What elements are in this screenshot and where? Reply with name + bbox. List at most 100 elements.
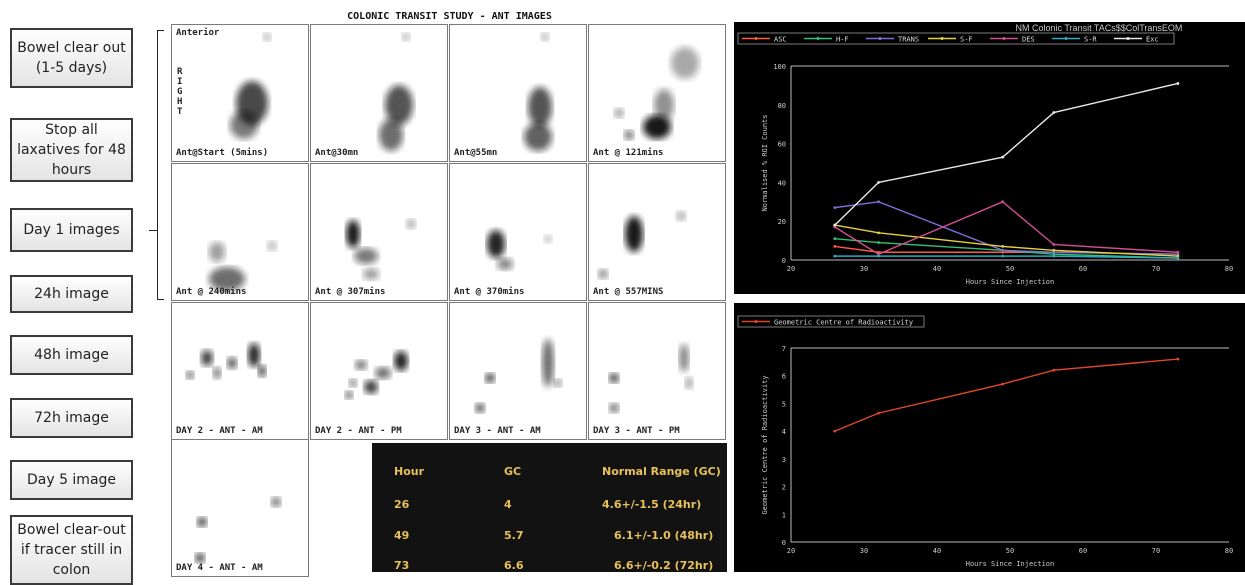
y-tick-label: 100	[773, 63, 786, 71]
legend-label: Exc	[1146, 36, 1159, 44]
tracer-uptake-spot	[487, 230, 505, 258]
gc-row-1-hour: 26	[394, 498, 410, 511]
y-tick-label: 0	[782, 539, 786, 547]
protocol-step: Bowel clear out (1-5 days)	[10, 28, 133, 88]
gc-row-2-gc: 5.7	[504, 529, 524, 542]
scan-image-caption: Ant @ 557MINS	[593, 287, 664, 297]
gc-row-2-hour: 49	[394, 529, 410, 542]
gc-table: Hour GC Normal Range (GC) 26 4 4.6+/-1.5…	[372, 443, 727, 572]
x-tick-label: 80	[1225, 547, 1233, 555]
y-tick-label: 2	[782, 484, 786, 492]
y-tick-label: 4	[782, 428, 786, 436]
tracer-uptake-spot	[258, 365, 266, 377]
data-point	[833, 245, 837, 248]
y-tick-label: 6	[782, 373, 786, 381]
right-side-label: RIGHT	[177, 67, 183, 117]
data-point	[877, 200, 880, 204]
legend-marker	[1126, 37, 1130, 40]
tracer-uptake-spot	[624, 130, 634, 140]
data-point	[1176, 254, 1180, 258]
tracer-uptake-spot	[363, 268, 379, 280]
anterior-label: Anterior	[176, 28, 220, 38]
data-point	[1052, 252, 1056, 256]
gc-row-3-gc: 6.6	[504, 559, 524, 572]
series-line-geometric-centre-of-radioactivity	[834, 358, 1178, 432]
data-point	[877, 241, 880, 244]
x-tick-label: 20	[787, 547, 795, 555]
scan-title: COLONIC TRANSIT STUDY - ANT IMAGES	[347, 11, 552, 22]
scan-image-panel: DAY 2 - ANT - AM	[171, 302, 309, 440]
data-point	[833, 254, 837, 258]
tracer-uptake-spot	[213, 367, 221, 379]
scan-image-panel: Ant @ 307mins	[310, 163, 448, 301]
tracer-uptake-spot	[544, 235, 552, 243]
scan-image-panel: Ant@55mn	[449, 24, 587, 162]
tracer-uptake-spot	[271, 497, 281, 507]
tracer-uptake-spot	[385, 85, 413, 125]
data-point	[1052, 250, 1056, 254]
x-tick-label: 70	[1152, 547, 1160, 555]
legend-marker	[940, 37, 944, 40]
gc-chart-svg: 20 30 40 50 60 70 80 0 1 2 3 4 5 6 7 Hours Since Inject…	[737, 315, 1233, 568]
scan-image-panel: DAY 4 - ANT - AM	[171, 439, 309, 577]
series-line-exc	[834, 82, 1179, 226]
y-tick-label: 7	[782, 345, 786, 353]
tracer-uptake-spot	[554, 379, 562, 387]
data-point	[833, 223, 837, 227]
tracer-uptake-spot	[394, 351, 408, 371]
tracer-uptake-spot	[685, 377, 693, 389]
data-point	[877, 181, 880, 184]
tracer-uptake-spot	[263, 33, 271, 41]
scan-image-caption: Ant @ 370mins	[454, 287, 525, 297]
tracer-uptake-spot	[475, 403, 485, 413]
data-point	[1001, 248, 1005, 252]
legend-marker	[878, 37, 882, 40]
data-point	[1001, 200, 1005, 204]
tracer-uptake-spot	[654, 89, 674, 121]
x-tick-label: 30	[860, 547, 868, 555]
tracer-uptake-spot	[402, 33, 410, 41]
legend-label: TRANS	[898, 36, 919, 44]
scan-image-caption: Ant@30mn	[315, 148, 359, 158]
scan-image-caption: Ant@Start (5mins)	[176, 148, 269, 158]
x-tick-label: 50	[1006, 265, 1014, 273]
data-point	[1052, 368, 1056, 372]
data-point	[1176, 82, 1180, 85]
tracer-uptake-spot	[497, 258, 513, 270]
day1-bracket	[157, 30, 164, 300]
tracer-activity-image	[609, 344, 693, 413]
x-tick-label: 40	[933, 547, 941, 555]
scan-image-caption: Ant @ 121mins	[593, 148, 664, 158]
gc-header-range: Normal Range (GC)	[602, 465, 721, 478]
scan-image-panel: Ant@30mn	[310, 24, 448, 162]
gc-row-1-range: 4.6+/-1.5 (24hr)	[602, 498, 702, 511]
gc-row-1-gc: 4	[504, 498, 512, 511]
tracer-activity-image	[230, 33, 271, 139]
tracer-uptake-spot	[346, 220, 360, 248]
gc-header-hour: Hour	[394, 465, 425, 478]
y-tick-label: 60	[778, 141, 786, 149]
tracer-uptake-spot	[406, 219, 416, 229]
legend-label: H-F	[836, 36, 849, 44]
tracer-uptake-spot	[379, 119, 403, 151]
gc-row-2-range: 6.1+/-1.0 (48hr)	[614, 529, 714, 542]
tracer-uptake-spot	[197, 517, 207, 527]
y-tick-label: 0	[782, 257, 786, 265]
legend-marker	[754, 37, 758, 40]
x-tick-label: 40	[933, 265, 941, 273]
legend-marker	[816, 37, 820, 40]
data-point	[1052, 111, 1056, 114]
x-tick-label: 60	[1079, 265, 1087, 273]
tracer-uptake-spot	[541, 33, 549, 41]
scan-image-caption: Ant @ 307mins	[315, 287, 386, 297]
tracer-uptake-spot	[625, 216, 643, 252]
scan-image-panel: DAY 2 - ANT - PM	[310, 302, 448, 440]
tracer-uptake-spot	[609, 403, 619, 413]
x-axis-label: Hours Since Injection	[966, 278, 1055, 286]
data-point	[1176, 252, 1180, 256]
tracer-uptake-spot	[349, 379, 357, 387]
gc-chart: 20 30 40 50 60 70 80 0 1 2 3 4 5 6 7 Hours Since Inject…	[734, 303, 1245, 572]
legend-label: Geometric Centre of Radioactivity	[774, 319, 913, 327]
scan-image-caption: Ant@55mn	[454, 148, 498, 158]
tracer-uptake-spot	[195, 553, 205, 563]
